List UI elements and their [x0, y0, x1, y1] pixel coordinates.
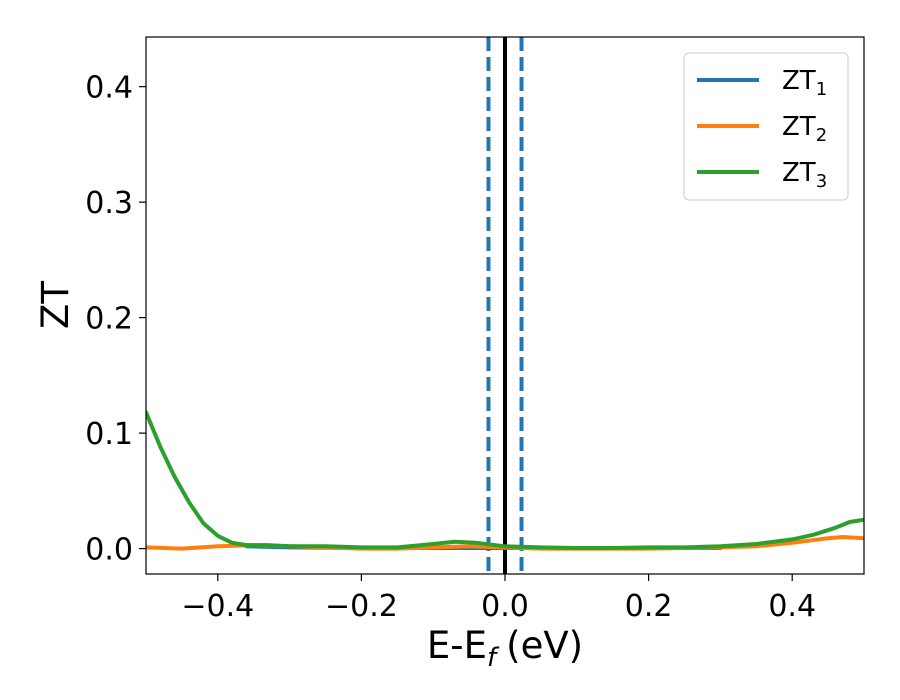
legend-box [683, 52, 849, 201]
x-axis-ticks: −0.4 −0.2 0.0 0.2 0.4 [181, 574, 816, 624]
x-tick-label: 0.2 [625, 589, 673, 624]
y-axis-title: ZT [34, 281, 77, 329]
legend-label-zt3: ZT3 [782, 158, 827, 192]
y-tick-label: 0.2 [85, 302, 133, 337]
y-tick-label: 0.1 [85, 417, 133, 452]
x-tick-label: −0.2 [325, 589, 398, 624]
y-tick-label: 0.3 [85, 186, 133, 221]
x-tick-label: 0.0 [481, 589, 529, 624]
x-axis-title-unit: (eV) [506, 624, 583, 667]
x-axis-title-main: E-E [427, 624, 487, 667]
legend-label-zt2: ZT2 [782, 112, 827, 146]
series-line-zt3 [146, 410, 864, 550]
x-tick-label: 0.4 [768, 589, 816, 624]
x-axis-title-subscript: f [487, 643, 500, 673]
y-axis-ticks: 0.0 0.1 0.2 0.3 0.4 [85, 71, 146, 568]
y-tick-label: 0.4 [85, 71, 133, 106]
series-lines [146, 410, 864, 551]
fermi-level-lines [486, 37, 524, 574]
x-tick-label: −0.4 [181, 589, 254, 624]
legend-label-zt1: ZT1 [782, 66, 827, 100]
x-axis-title: E-Ef (eV) [427, 624, 583, 673]
y-tick-label: 0.0 [85, 533, 133, 568]
legend: ZT1 ZT2 ZT3 [683, 52, 849, 201]
